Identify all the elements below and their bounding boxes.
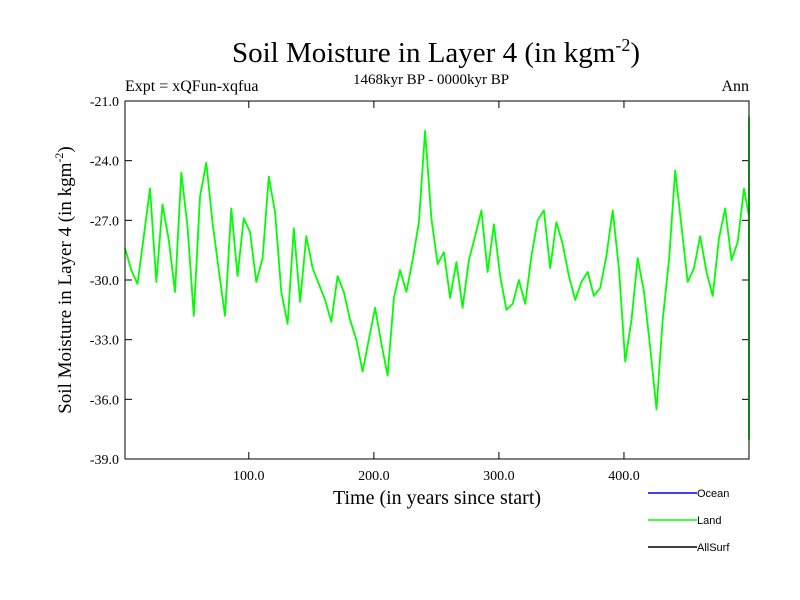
time-range-label: 1468kyr BP - 0000kyr BP	[353, 72, 509, 88]
experiment-label: Expt = xQFun-xqfua	[125, 78, 258, 95]
season-label: Ann	[721, 78, 749, 95]
y-tick-label: -21.0	[90, 95, 119, 110]
y-tick-label: -30.0	[90, 274, 119, 289]
series-line-land	[124, 116, 750, 441]
y-tick-label: -27.0	[90, 214, 119, 229]
y-tick-label: -33.0	[90, 334, 119, 349]
legend-item-ocean: Ocean	[648, 488, 729, 500]
y-axis-label-end: )	[55, 146, 76, 152]
legend-item-land: Land	[648, 515, 721, 527]
x-tick-label: 400.0	[608, 469, 640, 484]
x-axis-label: Time (in years since start)	[333, 487, 541, 509]
plot-frame	[124, 100, 750, 460]
y-tick-label: -39.0	[90, 453, 119, 468]
y-axis-label: Soil Moisture in Layer 4 (in kgm-2)	[52, 146, 76, 414]
legend-label-land: Land	[697, 515, 721, 527]
chart-title: Soil Moisture in Layer 4 (in kgm-2)	[232, 35, 640, 69]
legend-item-allsurf: AllSurf	[648, 542, 730, 554]
legend: Ocean Land AllSurf	[648, 488, 730, 554]
chart-title-end: )	[630, 37, 640, 69]
x-tick-label: 300.0	[483, 469, 515, 484]
y-tick-label: -24.0	[90, 155, 119, 170]
chart-title-main: Soil Moisture in Layer 4 (in kgm	[232, 37, 616, 69]
axis-tick-labels: -21.0 -24.0 -27.0 -30.0 -33.0 -36.0 -39.0 100.0…	[90, 95, 640, 484]
y-axis-label-superscript: -2	[52, 153, 66, 163]
legend-label-ocean: Ocean	[697, 488, 729, 500]
y-axis-label-main: Soil Moisture in Layer 4 (in kgm	[55, 162, 76, 413]
series-layer	[124, 116, 750, 441]
y-tick-label: -36.0	[90, 393, 119, 408]
chart-title-superscript: -2	[615, 35, 630, 55]
legend-label-allsurf: AllSurf	[697, 542, 730, 554]
x-tick-label: 100.0	[233, 469, 265, 484]
x-tick-label: 200.0	[358, 469, 390, 484]
